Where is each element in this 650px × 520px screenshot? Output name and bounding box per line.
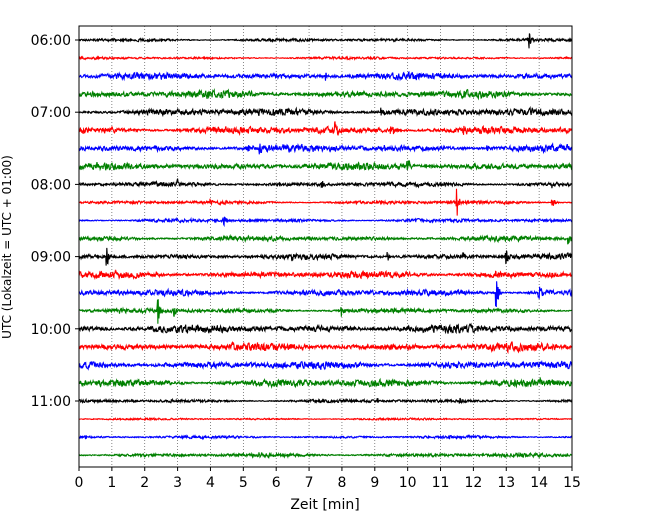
trace-1115 [78,416,573,422]
x-tick-label: 7 [305,475,314,491]
x-tick-label: 10 [399,475,417,491]
trace-0700 [78,105,573,118]
x-tick-label: 15 [563,475,581,491]
x-tick-label: 0 [75,475,84,491]
x-tick-label: 11 [432,475,450,491]
trace-0930 [78,281,573,308]
trace-1100 [78,397,573,405]
trace-0615 [78,55,573,61]
x-tick-label: 2 [140,475,149,491]
trace-1145 [78,451,573,460]
trace-0900 [78,247,573,266]
trace-0815 [78,188,573,216]
y-tick-label: 09:00 [31,250,71,266]
trace-1030 [78,359,573,371]
x-axis-label: Zeit [min] [290,497,359,513]
trace-0830 [78,216,573,228]
x-tick-label: 4 [206,475,215,491]
trace-0630 [78,71,573,82]
y-axis-ticks: 06:00 07:00 08:00 09:00 10:00 11:00 [31,33,79,410]
trace-0715 [78,121,573,137]
y-axis-label: UTC (Lokalzeit = UTC + 01:00) [0,155,14,339]
x-tick-label: 1 [107,475,116,491]
trace-0845 [78,233,573,245]
trace-1000 [78,322,573,335]
x-axis-ticks: 0 1 2 3 4 5 6 7 8 9 10 11 12 13 14 15 [75,467,581,491]
trace-0945 [78,299,573,324]
y-tick-label: 06:00 [31,33,71,49]
x-tick-label: 8 [337,475,346,491]
trace-0745 [78,160,573,172]
y-tick-label: 11:00 [31,394,71,410]
trace-series [78,33,573,460]
trace-0800 [78,178,573,189]
y-tick-label: 08:00 [31,177,71,193]
trace-0915 [78,268,573,281]
plot-background [79,26,572,467]
x-tick-label: 14 [530,475,548,491]
trace-0600 [78,33,573,49]
trace-0730 [78,142,573,155]
x-tick-label: 5 [239,475,248,491]
x-tick-label: 12 [464,475,482,491]
plot-frame [78,25,573,468]
x-tick-label: 13 [497,475,515,491]
trace-1045 [78,376,573,389]
trace-1130 [78,433,573,441]
x-tick-label: 6 [272,475,281,491]
trace-0645 [78,88,573,101]
y-tick-label: 07:00 [31,105,71,121]
trace-1015 [78,341,573,355]
y-tick-label: 10:00 [31,322,71,338]
x-tick-label: 3 [173,475,182,491]
x-tick-label: 9 [370,475,379,491]
